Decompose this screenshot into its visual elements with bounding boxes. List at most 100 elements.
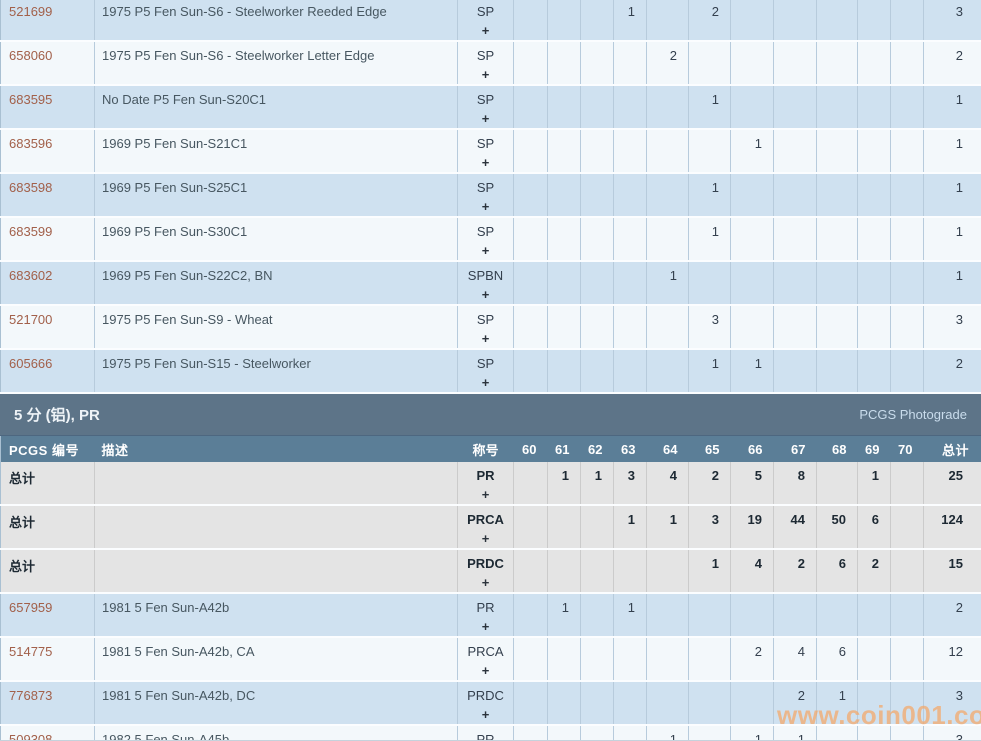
totals-row: 总计 PRDC +1 4 2 6 2 15 [0, 549, 981, 594]
pcgs-number-link[interactable]: 683599 [9, 224, 53, 239]
population-table-sp: 521699 1975 P5 Fen Sun-S6 - Steelworker R… [0, 0, 981, 394]
pcgs-number-cell: 776873 [0, 681, 95, 726]
grade-cell-63 [613, 129, 647, 174]
grade-cell-63 [613, 305, 647, 350]
pcgs-number-link[interactable]: 683596 [9, 136, 53, 151]
expand-plus-button[interactable]: + [481, 67, 490, 82]
pcgs-number-link[interactable]: 776873 [9, 688, 53, 703]
grade-cell-63 [613, 549, 647, 594]
grade-cell-65: 3 [688, 505, 731, 550]
expand-plus-button[interactable]: + [481, 155, 490, 170]
grade-cell-60 [513, 349, 548, 394]
expand-plus-button[interactable]: + [481, 375, 490, 390]
pcgs-number-link[interactable]: 605666 [9, 356, 53, 371]
totals-row: 总计 PR +1 1 3 4 2 5 8 1 25 [0, 462, 981, 506]
designation-cell: SP + [457, 305, 514, 350]
designation-cell: SP + [457, 41, 514, 86]
grade-cell-69 [857, 41, 891, 86]
expand-plus-button[interactable]: + [481, 619, 490, 634]
designation-cell: SP + [457, 85, 514, 130]
grade-cell-69 [857, 0, 891, 42]
expand-plus-button[interactable]: + [481, 199, 490, 214]
expand-plus-button[interactable]: + [481, 487, 490, 502]
designation-label: PRDC [467, 688, 504, 703]
expand-plus-button[interactable]: + [481, 331, 490, 346]
grade-cell-70 [890, 681, 924, 726]
grade-cell-60 [513, 0, 548, 42]
grade-cell-65: 1 [688, 549, 731, 594]
table-row: 658060 1975 P5 Fen Sun-S6 - Steelworker L… [0, 41, 981, 86]
pcgs-number-link[interactable]: 658060 [9, 48, 53, 63]
grade-cell-62 [580, 129, 614, 174]
grade-cell-68 [816, 217, 858, 262]
grade-cell-69 [857, 349, 891, 394]
expand-plus-button[interactable]: + [481, 531, 490, 546]
coin-description: 1969 P5 Fen Sun-S30C1 [94, 217, 458, 262]
grade-cell-62 [580, 505, 614, 550]
grade-cell-69 [857, 85, 891, 130]
total-cell: 2 [923, 593, 981, 638]
expand-plus-button[interactable]: + [481, 707, 490, 722]
total-cell: 1 [923, 129, 981, 174]
section-title: 5 分 (铝), PR [14, 407, 100, 424]
pcgs-number-cell: 521700 [0, 305, 95, 350]
grade-cell-65 [688, 41, 731, 86]
grade-cell-66 [730, 305, 774, 350]
pcgs-number-link[interactable]: 509308 [9, 732, 53, 741]
total-cell: 3 [923, 0, 981, 42]
grade-cell-65: 1 [688, 349, 731, 394]
grade-cell-70 [890, 85, 924, 130]
designation-label: SP [476, 4, 495, 19]
grade-cell-60 [513, 725, 548, 741]
expand-plus-button[interactable]: + [481, 111, 490, 126]
designation-cell: PR + [457, 462, 514, 506]
pcgs-number-link[interactable]: 521699 [9, 4, 53, 19]
grade-cell-68 [816, 129, 858, 174]
grade-cell-64 [646, 217, 689, 262]
designation-label: PR [476, 468, 495, 483]
pcgs-number-link[interactable]: 521700 [9, 312, 53, 327]
grade-cell-62 [580, 681, 614, 726]
expand-plus-button[interactable]: + [481, 663, 490, 678]
grade-cell-70 [890, 217, 924, 262]
grade-cell-62 [580, 305, 614, 350]
pcgs-number-link[interactable]: 514775 [9, 644, 53, 659]
grade-cell-66: 4 [730, 549, 774, 594]
expand-plus-button[interactable]: + [481, 23, 490, 38]
section-header: 5 分 (铝), PR PCGS Photograde [0, 394, 981, 436]
pcgs-number-cell: 514775 [0, 637, 95, 682]
grade-cell-62: 1 [580, 462, 614, 506]
grade-cell-67 [773, 129, 817, 174]
grade-cell-61: 1 [547, 593, 581, 638]
col-header-65: 65 [688, 436, 731, 462]
grade-cell-64 [646, 593, 689, 638]
totals-row: 总计 PRCA +1 1 3 19 44 50 6 124 [0, 505, 981, 550]
pcgs-number-link[interactable]: 683595 [9, 92, 53, 107]
photograde-link[interactable]: PCGS Photograde [859, 407, 967, 422]
expand-plus-button[interactable]: + [481, 287, 490, 302]
grade-cell-70 [890, 173, 924, 218]
grade-cell-67 [773, 173, 817, 218]
grade-cell-69: 1 [857, 462, 891, 506]
grade-cell-63: 1 [613, 505, 647, 550]
totals-label: 总计 [0, 549, 95, 594]
grade-cell-60 [513, 549, 548, 594]
col-header-67: 67 [773, 436, 817, 462]
pcgs-number-link[interactable]: 683602 [9, 268, 53, 283]
expand-plus-button[interactable]: + [481, 575, 490, 590]
grade-cell-64 [646, 549, 689, 594]
col-header-68: 68 [816, 436, 858, 462]
grade-cell-64: 1 [646, 505, 689, 550]
total-cell: 1 [923, 217, 981, 262]
grade-cell-68 [816, 305, 858, 350]
pcgs-number-link[interactable]: 683598 [9, 180, 53, 195]
pcgs-number-cell: 683595 [0, 85, 95, 130]
grade-cell-68 [816, 85, 858, 130]
grade-cell-67 [773, 261, 817, 306]
col-header-70: 70 [890, 436, 924, 462]
pcgs-number-link[interactable]: 657959 [9, 600, 53, 615]
grade-cell-70 [890, 725, 924, 741]
totals-label: 总计 [0, 505, 95, 550]
expand-plus-button[interactable]: + [481, 243, 490, 258]
